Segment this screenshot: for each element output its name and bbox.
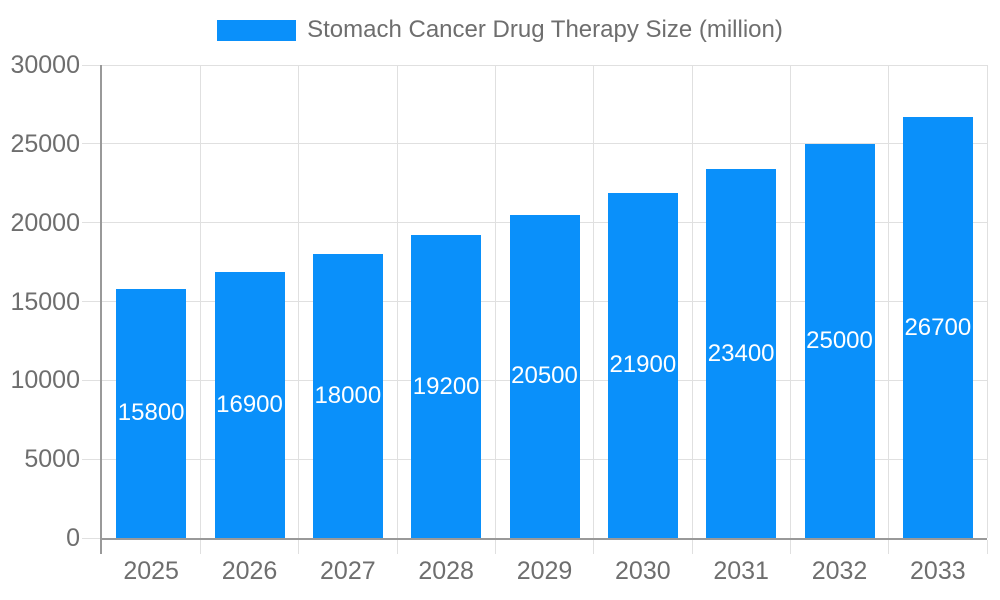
bar-value-label: 26700 (904, 313, 972, 341)
x-axis-tick (789, 540, 791, 554)
y-axis-tick (82, 222, 100, 224)
x-gridline (396, 65, 398, 538)
x-axis-tick (199, 540, 201, 554)
bar (116, 288, 187, 538)
bar-value-label: 18000 (314, 382, 382, 410)
y-gridline (102, 143, 987, 145)
x-axis-tick (888, 540, 890, 554)
plot-area: 0 5000 10000 15000 20000 25000 30000 2025 15800 2… (10, 51, 988, 585)
x-axis-label: 2033 (910, 557, 966, 585)
x-gridline (494, 65, 496, 538)
x-gridline (593, 65, 595, 538)
x-gridline (199, 65, 201, 538)
y-axis-label: 5000 (24, 445, 80, 474)
y-axis-label: 0 (66, 524, 80, 552)
bar (312, 254, 383, 538)
x-gridline (888, 65, 890, 538)
y-axis-tick (82, 537, 100, 539)
x-gridline (789, 65, 791, 538)
x-axis-label: 2025 (123, 557, 179, 585)
bar (804, 143, 875, 538)
x-axis-label: 2027 (320, 557, 376, 585)
legend-label: Stomach Cancer Drug Therapy Size (millio… (307, 16, 783, 43)
x-gridline (691, 65, 693, 538)
y-axis-label: 10000 (10, 366, 80, 395)
bar (902, 117, 973, 538)
y-axis-extension (100, 540, 102, 554)
bar (607, 192, 678, 538)
y-axis-tick (82, 458, 100, 460)
bar-value-label: 15800 (117, 399, 185, 427)
legend-swatch-icon (217, 19, 297, 41)
x-axis-tick (986, 540, 988, 554)
y-axis-tick (82, 64, 100, 66)
bar-value-label: 19200 (412, 372, 480, 400)
x-axis-label: 2032 (811, 557, 868, 585)
x-axis-tick (593, 540, 595, 554)
bar (411, 235, 482, 538)
x-axis-label: 2031 (713, 557, 769, 585)
x-axis-tick (298, 540, 300, 554)
x-gridline (298, 65, 300, 538)
x-axis-label: 2026 (221, 557, 278, 585)
y-axis-tick (82, 143, 100, 145)
x-axis-tick (691, 540, 693, 554)
bar (706, 169, 777, 538)
bar (214, 271, 285, 538)
y-axis-label: 20000 (10, 208, 80, 237)
y-axis-label: 30000 (10, 51, 80, 79)
bar-value-label: 23400 (707, 339, 775, 367)
x-gridline (986, 65, 988, 538)
y-axis-label: 25000 (10, 129, 80, 158)
x-axis-label: 2028 (418, 557, 474, 585)
bar-value-label: 20500 (511, 362, 578, 390)
y-gridline (102, 64, 987, 66)
bar-value-label: 16900 (216, 390, 283, 418)
bar-value-label: 25000 (806, 326, 873, 354)
bar-value-label: 21900 (609, 351, 677, 379)
bar (509, 214, 580, 538)
x-axis-label: 2029 (516, 557, 573, 585)
x-axis-tick (396, 540, 398, 554)
y-axis-label: 15000 (10, 287, 80, 316)
y-axis-tick (82, 301, 100, 302)
legend-item[interactable]: Stomach Cancer Drug Therapy Size (millio… (0, 16, 1000, 44)
x-axis-label: 2030 (615, 557, 671, 585)
y-axis-tick (82, 379, 100, 381)
x-axis-tick (494, 540, 496, 554)
